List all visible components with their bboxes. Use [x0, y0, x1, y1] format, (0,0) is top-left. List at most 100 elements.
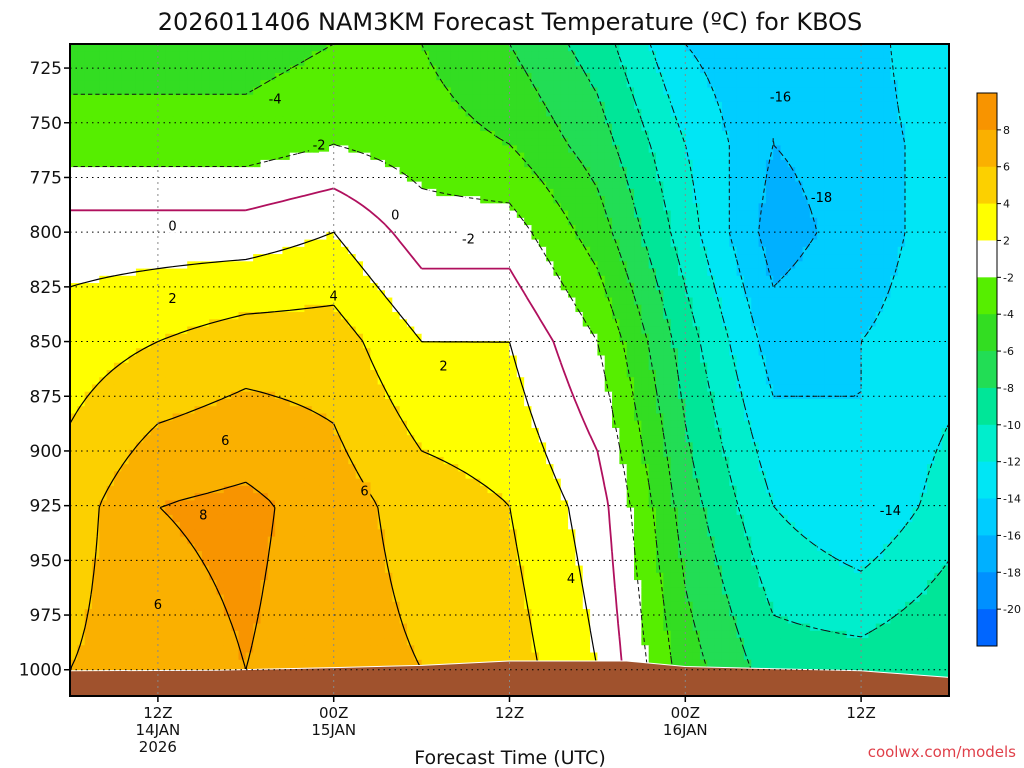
temperature-cell [905, 174, 913, 183]
temperature-cell [355, 65, 364, 74]
temperature-cell [839, 333, 848, 342]
temperature-cell [934, 94, 943, 103]
temperature-cell [765, 312, 774, 320]
temperature-cell [77, 123, 86, 132]
temperature-cell [560, 326, 569, 335]
temperature-cell [406, 123, 415, 132]
temperature-cell [487, 44, 496, 52]
temperature-cell [143, 297, 152, 306]
temperature-cell [253, 232, 262, 241]
temperature-cell [934, 246, 943, 255]
temperature-cell [831, 152, 840, 161]
temperature-cell [487, 319, 496, 328]
temperature-cell [861, 254, 870, 262]
temperature-cell [560, 51, 569, 60]
temperature-cell [194, 116, 203, 125]
temperature-cell [326, 196, 335, 204]
temperature-cell [809, 290, 818, 299]
temperature-cell [883, 196, 891, 204]
temperature-cell [187, 246, 196, 255]
temperature-cell [839, 290, 848, 299]
temperature-cell [846, 225, 855, 233]
temperature-cell [927, 167, 935, 175]
temperature-cell [905, 51, 913, 60]
temperature-cell [897, 246, 906, 255]
temperature-cell [780, 109, 789, 118]
temperature-cell [150, 268, 159, 277]
temperature-cell [787, 275, 796, 284]
temperature-cell [685, 304, 694, 313]
temperature-cell [516, 51, 525, 60]
temperature-cell [927, 196, 935, 204]
temperature-cell [260, 72, 269, 81]
temperature-cell [135, 80, 144, 89]
temperature-cell [685, 333, 694, 342]
temperature-cell [568, 304, 577, 313]
temperature-cell [516, 246, 525, 255]
temperature-cell [897, 167, 906, 175]
temperature-cell [758, 246, 767, 255]
temperature-cell [795, 44, 804, 52]
temperature-cell [216, 152, 225, 161]
temperature-cell [84, 333, 93, 342]
temperature-cell [128, 304, 137, 313]
temperature-cell [355, 225, 364, 233]
temperature-cell [582, 80, 591, 89]
temperature-cell [663, 72, 672, 81]
temperature-cell [377, 239, 386, 248]
temperature-cell [516, 290, 525, 299]
temperature-cell [84, 254, 93, 262]
temperature-cell [172, 283, 181, 291]
temperature-cell [883, 80, 891, 89]
temperature-cell [707, 326, 716, 335]
temperature-cell [494, 44, 503, 52]
temperature-cell [846, 312, 855, 320]
temperature-cell [172, 51, 181, 60]
temperature-cell [348, 44, 357, 52]
temperature-cell [524, 58, 533, 67]
temperature-cell [509, 341, 518, 349]
temperature-cell [670, 188, 679, 197]
temperature-cell [721, 210, 730, 219]
temperature-cell [245, 130, 254, 139]
temperature-cell [817, 246, 826, 255]
temperature-cell [77, 246, 86, 255]
temperature-cell [297, 138, 305, 147]
temperature-cell [502, 130, 511, 139]
temperature-cell [538, 297, 547, 306]
temperature-cell [685, 44, 694, 52]
temperature-cell [656, 275, 664, 284]
temperature-cell [875, 232, 884, 241]
temperature-cell [377, 145, 386, 154]
temperature-cell [875, 268, 884, 277]
temperature-cell [934, 167, 943, 175]
temperature-cell [99, 312, 108, 320]
temperature-cell [333, 145, 342, 154]
temperature-cell [384, 188, 393, 197]
temperature-cell [267, 326, 276, 335]
temperature-cell [553, 304, 562, 313]
temperature-cell [927, 312, 935, 320]
temperature-cell [905, 145, 913, 154]
temperature-cell [582, 232, 591, 241]
temperature-cell [656, 196, 664, 204]
temperature-cell [736, 116, 745, 125]
temperature-cell [670, 123, 679, 132]
temperature-cell [421, 72, 430, 81]
temperature-cell [304, 145, 313, 154]
temperature-cell [194, 72, 203, 81]
temperature-cell [384, 196, 393, 204]
temperature-cell [758, 101, 767, 110]
temperature-cell [839, 254, 848, 262]
temperature-cell [590, 181, 598, 190]
temperature-cell [172, 319, 181, 328]
temperature-cell [626, 196, 635, 204]
temperature-cell [692, 65, 701, 74]
temperature-cell [773, 217, 782, 226]
temperature-cell [824, 80, 833, 89]
temperature-cell [341, 239, 349, 248]
temperature-cell [406, 210, 415, 219]
temperature-cell [245, 80, 254, 89]
temperature-cell [406, 51, 415, 60]
temperature-cell [77, 174, 86, 183]
